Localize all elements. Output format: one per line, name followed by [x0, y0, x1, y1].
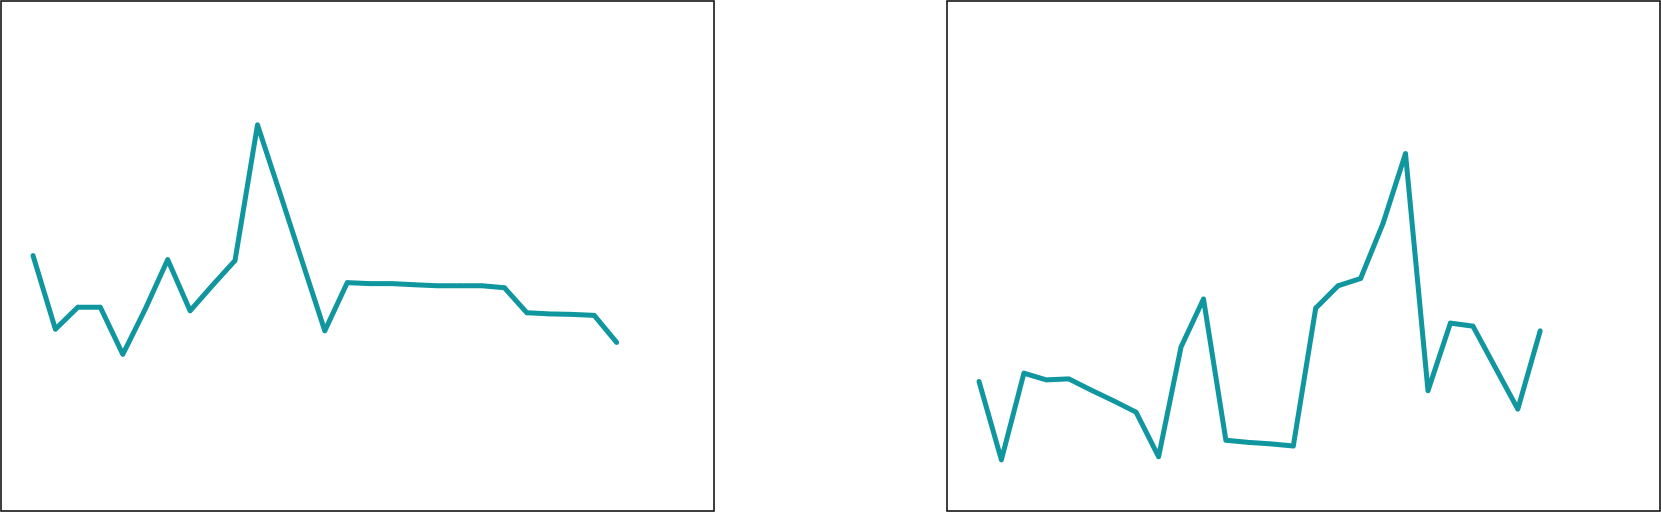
data-point-right-15	[1313, 305, 1319, 311]
data-point-left-10	[255, 122, 260, 128]
line-chart-left	[0, 0, 715, 512]
data-point-left-23	[546, 311, 552, 317]
data-point-right-4	[1066, 376, 1072, 382]
line-chart-right	[946, 0, 1661, 512]
data-point-right-2	[1021, 370, 1027, 376]
data-point-left-12	[300, 259, 305, 265]
plot-frame-left	[0, 0, 715, 512]
data-point-right-24	[1515, 406, 1521, 412]
data-point-right-20	[1425, 388, 1431, 394]
data-point-left-5	[142, 306, 148, 312]
data-point-left-4	[120, 351, 126, 357]
data-point-right-13	[1268, 441, 1274, 447]
data-point-left-0	[30, 253, 36, 258]
chart-panel-left	[0, 0, 715, 512]
data-point-left-17	[412, 282, 417, 288]
data-point-right-25	[1537, 328, 1543, 334]
data-point-left-14	[344, 280, 350, 285]
data-point-right-11	[1223, 437, 1229, 443]
data-point-right-3	[1043, 377, 1049, 383]
data-point-left-20	[479, 283, 485, 289]
data-point-left-6	[165, 257, 171, 262]
data-point-left-26	[614, 340, 620, 345]
data-point-left-11	[277, 190, 283, 196]
data-point-right-9	[1178, 344, 1184, 350]
data-point-right-22	[1470, 323, 1476, 329]
data-point-left-16	[389, 281, 395, 286]
data-point-left-3	[97, 304, 103, 310]
data-point-right-12	[1246, 440, 1251, 445]
data-point-right-1	[999, 457, 1004, 463]
data-point-right-7	[1133, 409, 1139, 415]
data-point-right-14	[1290, 443, 1296, 449]
data-point-right-19	[1403, 151, 1408, 157]
data-point-right-0	[976, 379, 982, 384]
data-point-left-15	[367, 281, 373, 286]
data-point-left-22	[524, 310, 530, 316]
data-point-right-5	[1088, 387, 1094, 393]
data-point-right-8	[1156, 454, 1161, 460]
data-point-left-13	[322, 328, 328, 334]
data-point-right-18	[1380, 220, 1386, 226]
series-line-right	[976, 151, 1543, 463]
data-point-left-7	[187, 308, 193, 314]
chart-panel-right	[946, 0, 1661, 512]
data-point-left-8	[210, 282, 216, 288]
series-line-left	[30, 122, 619, 357]
data-point-left-25	[591, 313, 597, 318]
data-point-left-18	[434, 283, 440, 289]
data-point-right-6	[1111, 398, 1117, 404]
data-point-right-16	[1335, 283, 1341, 289]
data-point-left-21	[502, 285, 507, 291]
data-point-left-1	[53, 326, 58, 332]
data-point-left-2	[75, 304, 81, 310]
data-point-right-21	[1448, 320, 1453, 326]
data-point-right-17	[1358, 276, 1363, 281]
data-point-right-10	[1201, 296, 1206, 302]
data-point-left-24	[569, 312, 575, 317]
plot-frame-right	[946, 0, 1661, 512]
data-point-right-23	[1492, 365, 1498, 370]
data-point-left-19	[457, 283, 462, 289]
data-point-left-9	[232, 258, 238, 263]
